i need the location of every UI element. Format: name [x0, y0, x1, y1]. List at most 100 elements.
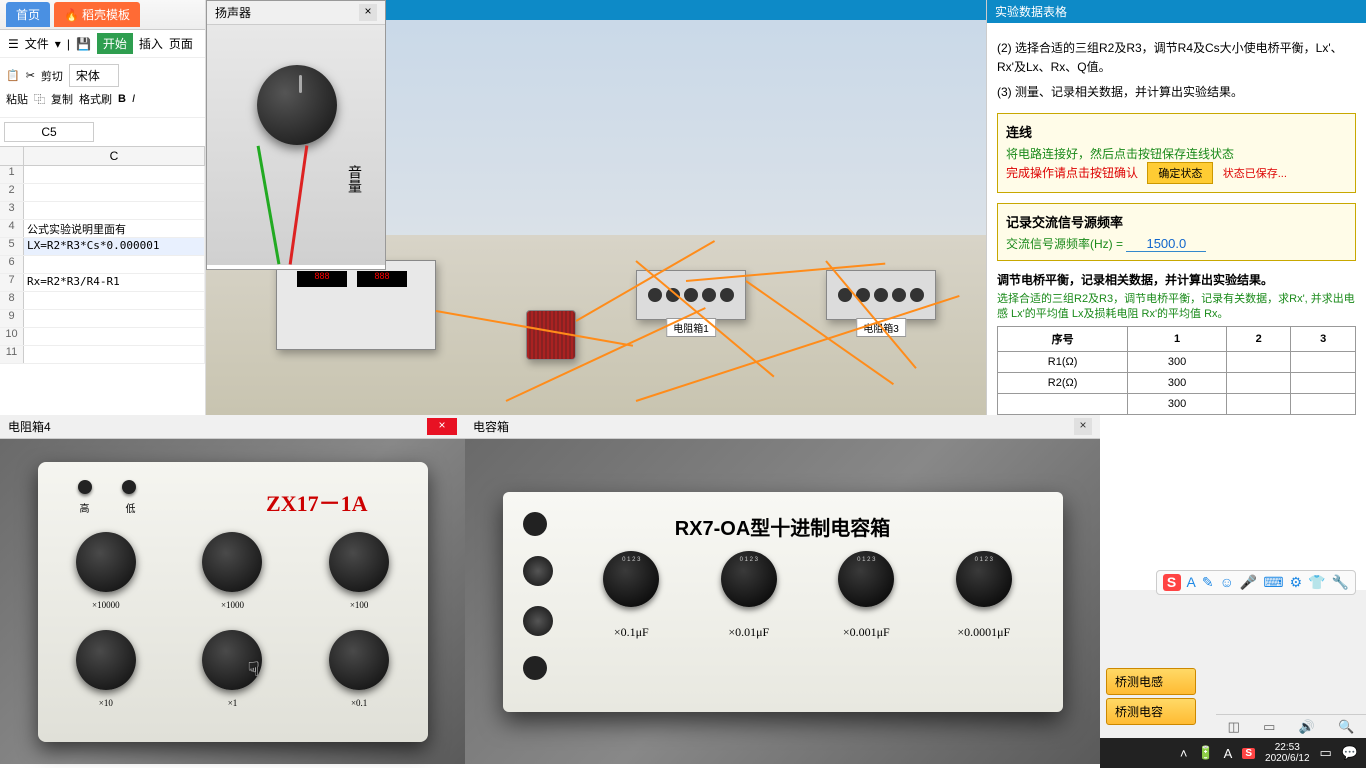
- settings-icon[interactable]: ⚙: [1290, 574, 1303, 591]
- table-cell[interactable]: 300: [1128, 352, 1227, 373]
- signal-generator[interactable]: 888 888: [276, 260, 436, 350]
- resistance-dial[interactable]: ×1000: [184, 532, 281, 610]
- table-cell[interactable]: [1291, 373, 1356, 394]
- sheet-row[interactable]: 9: [0, 310, 205, 328]
- table-cell[interactable]: R1(Ω): [998, 352, 1128, 373]
- close-icon[interactable]: ×: [359, 4, 377, 21]
- close-icon[interactable]: ×: [1074, 418, 1092, 435]
- sheet-row[interactable]: 10: [0, 328, 205, 346]
- sound-icon[interactable]: 🔊: [1299, 719, 1315, 735]
- speaker-window-titlebar[interactable]: 扬声器 ×: [207, 1, 385, 25]
- lang-a-icon[interactable]: A: [1224, 746, 1233, 761]
- sogou-tray-icon[interactable]: S: [1242, 748, 1255, 759]
- tray-up-icon[interactable]: ˄: [1180, 746, 1188, 761]
- resistance-dial[interactable]: ×1: [184, 630, 281, 708]
- menu-insert[interactable]: 插入: [139, 35, 163, 52]
- sheet-row[interactable]: 5LX=R2*R3*Cs*0.000001: [0, 238, 205, 256]
- cbox-terminal[interactable]: [523, 656, 547, 680]
- resistance-box-window[interactable]: 电阻箱4 × ZX17－1A 高 低 ×10000×1000×100×10×1×…: [0, 415, 465, 768]
- font-select[interactable]: 宋体: [69, 64, 119, 87]
- battery-icon[interactable]: 🔋: [1197, 745, 1213, 761]
- cut-icon[interactable]: ✂: [26, 69, 35, 82]
- notification-icon[interactable]: ▭: [1320, 745, 1332, 761]
- measure-capacitance-button[interactable]: 桥测电容: [1106, 698, 1196, 725]
- capacitor-dial[interactable]: ×0.001μF: [838, 551, 894, 640]
- rbox-window-titlebar[interactable]: 电阻箱4 ×: [0, 415, 465, 439]
- table-row[interactable]: R2(Ω)300: [998, 373, 1356, 394]
- tool-icon[interactable]: 🔧: [1332, 574, 1349, 591]
- cell-reference-input[interactable]: [4, 122, 94, 142]
- bold-button[interactable]: B: [118, 93, 126, 105]
- resistance-dial[interactable]: ×10000: [58, 532, 155, 610]
- layout-icon[interactable]: ▭: [1263, 719, 1275, 735]
- table-row[interactable]: R1(Ω)300: [998, 352, 1356, 373]
- measure-inductance-button[interactable]: 桥测电感: [1106, 668, 1196, 695]
- table-cell[interactable]: [1291, 394, 1356, 415]
- chat-icon[interactable]: 💬: [1342, 745, 1358, 761]
- capacitor-box-window[interactable]: 电容箱 × RX7-OA型十进制电容箱 ×0.1μF×0.01μF×0.001μ…: [465, 415, 1100, 768]
- cbox-terminal[interactable]: [523, 512, 547, 536]
- table-cell[interactable]: 300: [1128, 394, 1227, 415]
- tab-template[interactable]: 🔥 稻壳模板: [54, 2, 140, 27]
- rbox-window-title: 电阻箱4: [8, 418, 51, 435]
- windows-taskbar[interactable]: ˄ 🔋 A S 22:53 2020/6/12 ▭ 💬: [1100, 738, 1366, 768]
- sheet-row[interactable]: 2: [0, 184, 205, 202]
- table-cell[interactable]: 300: [1128, 373, 1227, 394]
- capacitor-dial[interactable]: ×0.1μF: [603, 551, 659, 640]
- sheet-row[interactable]: 4公式实验说明里面有: [0, 220, 205, 238]
- tab-home[interactable]: 首页: [6, 2, 50, 27]
- data-table[interactable]: 序号123 R1(Ω)300R2(Ω)300300: [997, 326, 1356, 415]
- volume-knob[interactable]: [257, 65, 337, 145]
- table-cell[interactable]: [1291, 352, 1356, 373]
- menu-page[interactable]: 页面: [169, 35, 193, 52]
- terminal-lo[interactable]: [122, 480, 136, 494]
- table-cell[interactable]: [998, 394, 1128, 415]
- save-icon[interactable]: 💾: [76, 37, 91, 51]
- resistance-dial[interactable]: ×100: [311, 532, 408, 610]
- table-cell[interactable]: [1226, 373, 1291, 394]
- col-header-c[interactable]: C: [24, 147, 205, 165]
- keyboard-icon[interactable]: ⌨: [1263, 574, 1283, 591]
- table-cell[interactable]: [1226, 394, 1291, 415]
- ime-toolbar[interactable]: S A ✎ ☺ 🎤 ⌨ ⚙ 👕 🔧: [1156, 570, 1356, 595]
- menu-file[interactable]: 文件: [25, 35, 49, 52]
- resistance-box-3[interactable]: 电阻箱3: [826, 270, 936, 320]
- mic-icon[interactable]: 🎤: [1240, 574, 1257, 591]
- cbox-window-titlebar[interactable]: 电容箱 ×: [465, 415, 1100, 439]
- sheet-row[interactable]: 6: [0, 256, 205, 274]
- view-icon[interactable]: ◫: [1228, 719, 1240, 735]
- cbox-side-knob[interactable]: [523, 606, 553, 636]
- paste-icon[interactable]: 📋: [6, 69, 20, 82]
- skin-icon[interactable]: 👕: [1308, 574, 1325, 591]
- capacitor-dial[interactable]: ×0.0001μF: [956, 551, 1012, 640]
- sheet-row[interactable]: 8: [0, 292, 205, 310]
- menu-icon[interactable]: ☰: [8, 37, 19, 51]
- table-cell[interactable]: R2(Ω): [998, 373, 1128, 394]
- zoom-icon[interactable]: 🔍: [1338, 719, 1354, 735]
- close-icon[interactable]: ×: [427, 418, 457, 435]
- speaker-window[interactable]: 扬声器 × 音量: [206, 0, 386, 270]
- ime-letter[interactable]: A: [1187, 574, 1196, 591]
- capacitor-dial[interactable]: ×0.01μF: [721, 551, 777, 640]
- italic-button[interactable]: I: [132, 93, 135, 105]
- sheet-row[interactable]: 7Rx=R2*R3/R4-R1: [0, 274, 205, 292]
- menu-start[interactable]: 开始: [97, 33, 133, 54]
- sheet-row[interactable]: 11: [0, 346, 205, 364]
- frequency-input[interactable]: [1126, 236, 1206, 252]
- sheet-row[interactable]: 1: [0, 166, 205, 184]
- resistance-dial[interactable]: ×0.1: [311, 630, 408, 708]
- sogou-icon[interactable]: S: [1163, 574, 1181, 591]
- terminal-hi[interactable]: [78, 480, 92, 494]
- copy-icon[interactable]: ⿻: [34, 91, 45, 107]
- table-cell[interactable]: [1226, 352, 1291, 373]
- ime-icon[interactable]: ✎: [1202, 574, 1214, 591]
- cbox-side-knob[interactable]: [523, 556, 553, 586]
- confirm-state-button[interactable]: 确定状态: [1147, 162, 1213, 184]
- spreadsheet-grid[interactable]: C 1234公式实验说明里面有5LX=R2*R3*Cs*0.00000167Rx…: [0, 146, 205, 364]
- resistance-dial[interactable]: ×10: [58, 630, 155, 708]
- smile-icon[interactable]: ☺: [1220, 574, 1234, 591]
- sheet-row[interactable]: 3: [0, 202, 205, 220]
- table-row[interactable]: 300: [998, 394, 1356, 415]
- format-label[interactable]: 格式刷: [79, 91, 112, 107]
- taskbar-clock[interactable]: 22:53 2020/6/12: [1265, 742, 1310, 764]
